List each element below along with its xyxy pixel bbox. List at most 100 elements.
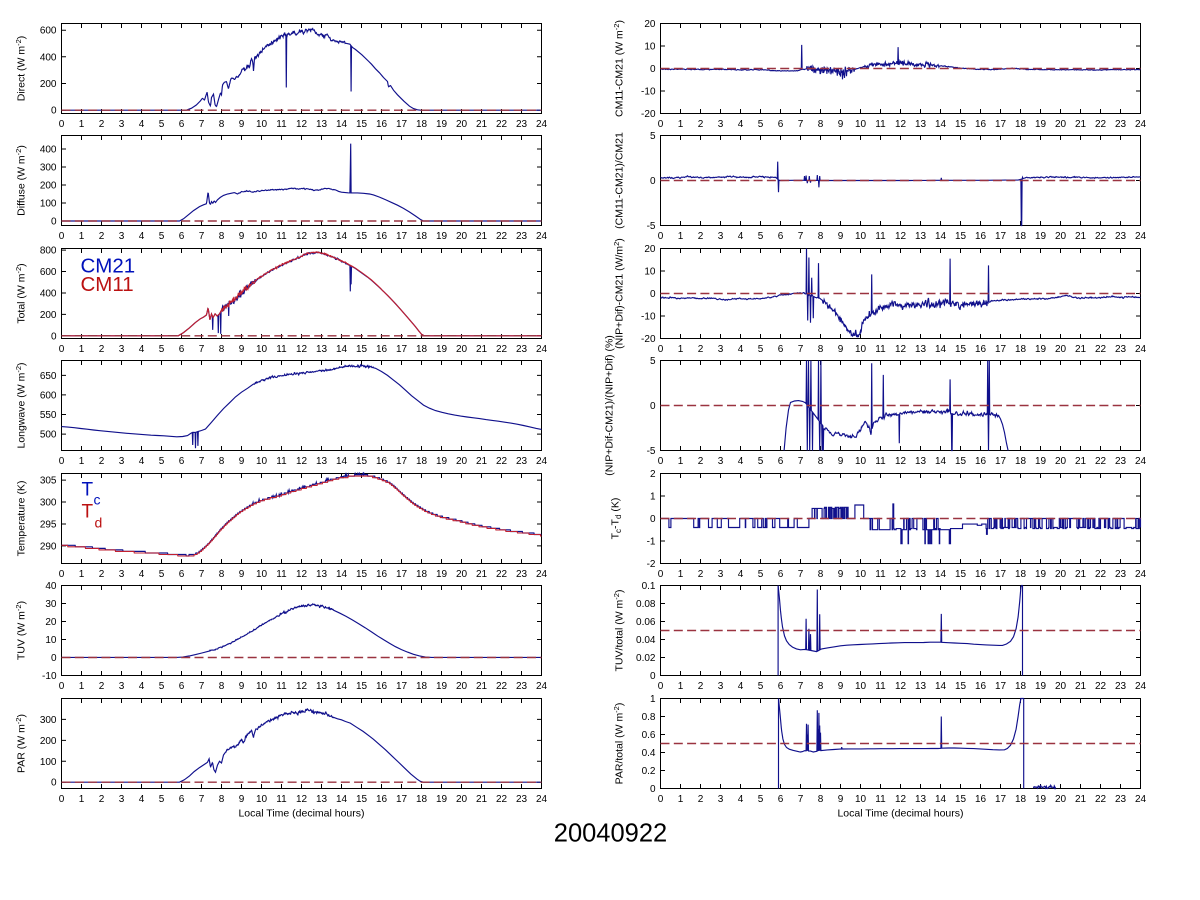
svg-text:1: 1 bbox=[678, 231, 684, 242]
svg-text:13: 13 bbox=[915, 569, 927, 580]
svg-text:14: 14 bbox=[336, 569, 348, 580]
svg-text:6: 6 bbox=[778, 231, 784, 242]
svg-text:4: 4 bbox=[738, 569, 744, 580]
svg-text:650: 650 bbox=[40, 371, 57, 382]
svg-text:4: 4 bbox=[738, 794, 744, 805]
svg-text:20: 20 bbox=[456, 119, 468, 130]
svg-text:12: 12 bbox=[895, 456, 907, 467]
svg-text:2: 2 bbox=[99, 456, 105, 467]
svg-text:23: 23 bbox=[516, 456, 528, 467]
svg-text:18: 18 bbox=[416, 456, 428, 467]
svg-text:15: 15 bbox=[356, 231, 368, 242]
svg-text:0: 0 bbox=[658, 456, 664, 467]
svg-text:23: 23 bbox=[516, 681, 528, 692]
svg-text:15: 15 bbox=[955, 569, 967, 580]
svg-text:0: 0 bbox=[650, 671, 656, 682]
svg-text:7: 7 bbox=[798, 344, 804, 355]
svg-text:20: 20 bbox=[456, 231, 468, 242]
svg-text:20: 20 bbox=[456, 681, 468, 692]
svg-text:15: 15 bbox=[356, 344, 368, 355]
svg-text:4: 4 bbox=[738, 119, 744, 130]
svg-text:0: 0 bbox=[51, 778, 57, 789]
svg-text:23: 23 bbox=[1115, 681, 1127, 692]
svg-text:0: 0 bbox=[59, 119, 65, 130]
svg-text:17: 17 bbox=[995, 231, 1007, 242]
svg-text:Longwave (W m-2): Longwave (W m-2) bbox=[14, 362, 28, 448]
svg-text:(CM11-CM21)/CM21: (CM11-CM21)/CM21 bbox=[614, 132, 626, 229]
svg-text:18: 18 bbox=[1015, 344, 1027, 355]
svg-text:8: 8 bbox=[818, 231, 824, 242]
svg-text:21: 21 bbox=[1075, 119, 1087, 130]
svg-text:1: 1 bbox=[79, 569, 85, 580]
svg-text:24: 24 bbox=[1135, 119, 1147, 130]
svg-text:17: 17 bbox=[396, 456, 408, 467]
svg-text:18: 18 bbox=[1015, 231, 1027, 242]
svg-text:9: 9 bbox=[239, 119, 245, 130]
svg-text:9: 9 bbox=[838, 231, 844, 242]
svg-text:11: 11 bbox=[276, 569, 287, 580]
svg-text:3: 3 bbox=[718, 456, 724, 467]
svg-text:19: 19 bbox=[1035, 119, 1047, 130]
svg-text:15: 15 bbox=[356, 794, 368, 805]
svg-text:PAR/total (W m-2): PAR/total (W m-2) bbox=[612, 703, 626, 785]
svg-text:1: 1 bbox=[79, 794, 85, 805]
svg-text:11: 11 bbox=[875, 231, 886, 242]
svg-text:16: 16 bbox=[975, 681, 987, 692]
svg-text:0: 0 bbox=[51, 331, 57, 342]
svg-text:22: 22 bbox=[496, 456, 508, 467]
svg-text:11: 11 bbox=[276, 344, 287, 355]
svg-text:3: 3 bbox=[718, 119, 724, 130]
svg-text:8: 8 bbox=[219, 119, 225, 130]
svg-text:13: 13 bbox=[316, 231, 328, 242]
svg-text:9: 9 bbox=[838, 681, 844, 692]
svg-text:4: 4 bbox=[738, 344, 744, 355]
svg-text:13: 13 bbox=[915, 344, 927, 355]
svg-text:6: 6 bbox=[778, 794, 784, 805]
svg-text:10: 10 bbox=[256, 794, 268, 805]
svg-text:5: 5 bbox=[758, 681, 764, 692]
svg-text:500: 500 bbox=[40, 430, 57, 441]
svg-text:20: 20 bbox=[456, 794, 468, 805]
svg-text:Local Time (decimal hours): Local Time (decimal hours) bbox=[238, 808, 364, 820]
svg-text:8: 8 bbox=[219, 569, 225, 580]
svg-text:9: 9 bbox=[239, 231, 245, 242]
svg-text:10: 10 bbox=[855, 794, 867, 805]
svg-text:4: 4 bbox=[738, 231, 744, 242]
svg-text:4: 4 bbox=[139, 456, 145, 467]
svg-text:6: 6 bbox=[778, 344, 784, 355]
svg-text:0: 0 bbox=[650, 289, 656, 300]
svg-text:14: 14 bbox=[935, 119, 947, 130]
svg-text:16: 16 bbox=[376, 231, 388, 242]
svg-text:9: 9 bbox=[239, 569, 245, 580]
svg-text:11: 11 bbox=[276, 681, 287, 692]
svg-text:1: 1 bbox=[678, 344, 684, 355]
svg-text:14: 14 bbox=[935, 569, 947, 580]
svg-text:10: 10 bbox=[45, 635, 57, 646]
svg-text:7: 7 bbox=[798, 119, 804, 130]
svg-text:-5: -5 bbox=[647, 221, 656, 232]
svg-text:7: 7 bbox=[199, 794, 205, 805]
svg-text:24: 24 bbox=[1135, 456, 1147, 467]
svg-text:6: 6 bbox=[179, 456, 185, 467]
svg-text:1: 1 bbox=[678, 456, 684, 467]
svg-text:5: 5 bbox=[758, 344, 764, 355]
svg-text:1: 1 bbox=[79, 344, 85, 355]
svg-text:24: 24 bbox=[1135, 794, 1147, 805]
svg-text:3: 3 bbox=[718, 681, 724, 692]
svg-text:19: 19 bbox=[436, 456, 448, 467]
svg-text:17: 17 bbox=[995, 119, 1007, 130]
svg-text:19: 19 bbox=[436, 344, 448, 355]
svg-text:21: 21 bbox=[1075, 794, 1087, 805]
svg-text:21: 21 bbox=[1075, 231, 1087, 242]
svg-text:3: 3 bbox=[119, 569, 125, 580]
svg-text:24: 24 bbox=[536, 344, 548, 355]
svg-text:5: 5 bbox=[159, 119, 165, 130]
svg-text:20: 20 bbox=[1055, 569, 1067, 580]
svg-text:4: 4 bbox=[738, 681, 744, 692]
svg-text:2: 2 bbox=[99, 794, 105, 805]
svg-text:100: 100 bbox=[40, 757, 57, 768]
svg-text:18: 18 bbox=[1015, 456, 1027, 467]
svg-text:20: 20 bbox=[456, 456, 468, 467]
svg-text:20: 20 bbox=[45, 617, 57, 628]
svg-text:17: 17 bbox=[396, 681, 408, 692]
